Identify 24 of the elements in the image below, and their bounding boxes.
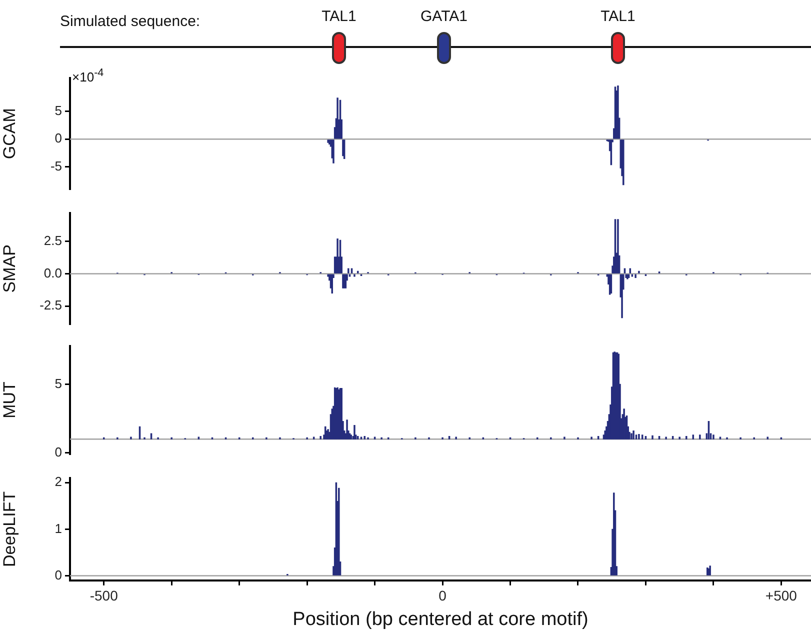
category-label: TAL1 <box>600 8 636 25</box>
y-tick-label: 1 <box>54 520 62 536</box>
category-label: TAL1 <box>320 8 358 25</box>
y-tick-label: 2.5 <box>44 233 62 248</box>
y-axis-title: SMAP <box>0 244 19 293</box>
y-tick-label: 2 <box>54 474 62 490</box>
y-axis-title: DeepLIFT <box>0 491 19 567</box>
y-tick-label: -2.5 <box>40 298 62 313</box>
y-tick-label: 0 <box>54 444 62 460</box>
y-axis-title: MUT <box>0 382 19 418</box>
x-tick-label: 0 <box>438 588 447 604</box>
x-axis-title: Position (bp centered at core motif) <box>292 608 588 630</box>
y-tick-label: 0 <box>54 130 62 146</box>
x-tick-label: -500 <box>90 588 118 604</box>
y-axis-title: GCAM <box>0 108 19 160</box>
x-tick-label: +500 <box>765 588 798 604</box>
y-tick-label: 0.0 <box>44 265 62 280</box>
category-label: GATA1 <box>420 8 468 25</box>
y-tick-label: 5 <box>54 376 62 391</box>
y-tick-label: -5 <box>50 158 62 174</box>
text: Simulated sequence: <box>60 13 200 30</box>
annotation: ×10$^{-4}$ <box>72 67 104 84</box>
y-tick-label: 5 <box>54 102 62 118</box>
y-tick-label: 0 <box>54 567 62 582</box>
